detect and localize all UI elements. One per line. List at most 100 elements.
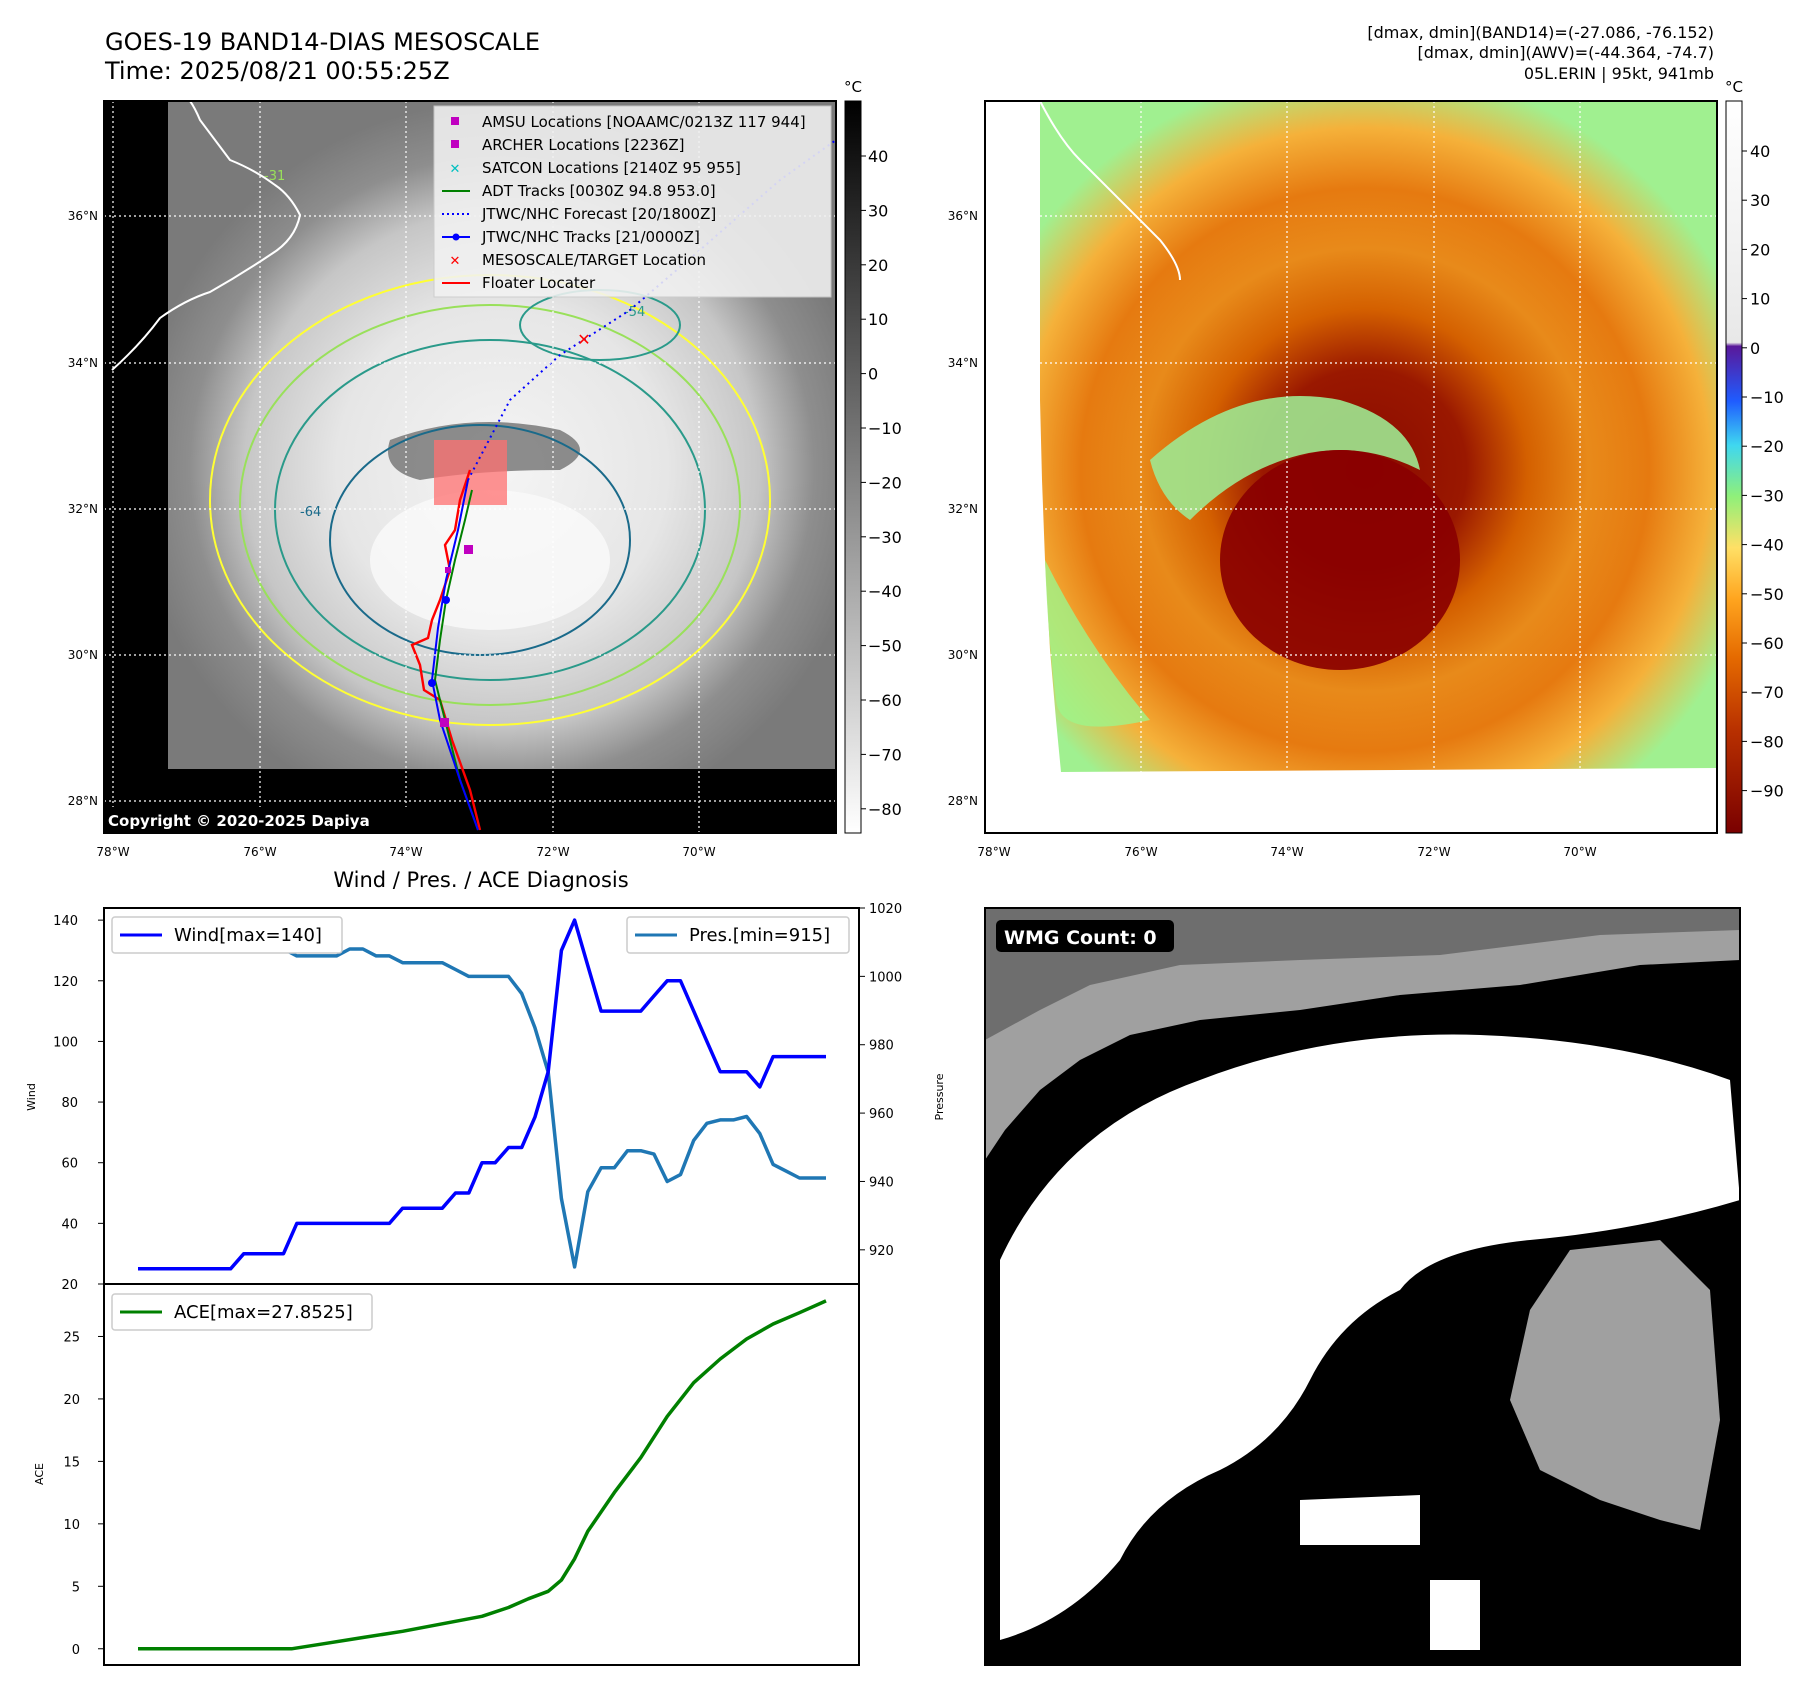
awv-lat-label: 32°N <box>948 502 978 516</box>
awv-lat-label: 36°N <box>948 209 978 223</box>
ace-tick-label: 15 <box>63 1455 80 1470</box>
ir-legend: AMSU Locations [NOAAMC/0213Z 117 944] ARC… <box>433 105 832 298</box>
pressure-tick-label: 1020 <box>869 902 902 917</box>
awv-lon-label: 74°W <box>1270 845 1303 859</box>
awv-colorbar-label: −90 <box>1750 782 1784 801</box>
legend-x-marker: ✕ <box>450 254 461 269</box>
wmg-label-box <box>996 920 1174 952</box>
ace-legend-label: ACE[max=27.8525] <box>174 1302 353 1323</box>
awv-lat-label: 34°N <box>948 356 978 370</box>
ir-lat-label: 36°N <box>68 209 98 223</box>
legend-entry: ARCHER Locations [2236Z] <box>451 136 685 154</box>
legend-square-marker <box>451 117 459 125</box>
legend-label: MESOSCALE/TARGET Location <box>482 251 706 269</box>
ir-colorbar-label: −30 <box>868 528 902 547</box>
legend-label: SATCON Locations [2140Z 95 955] <box>482 159 741 177</box>
awv-colorbar-unit: °C <box>1725 78 1743 96</box>
legend-square-marker <box>451 140 459 148</box>
ir-colorbar-label: 30 <box>868 201 888 220</box>
ir-lat-label: 34°N <box>68 356 98 370</box>
awv-colorbar-label: −50 <box>1750 585 1784 604</box>
legend-entry: ✕ MESOSCALE/TARGET Location <box>450 251 707 269</box>
awv-colorbar-label: −80 <box>1750 732 1784 751</box>
ir-lat-label: 28°N <box>68 794 98 808</box>
ir-lon-label: 70°W <box>682 845 715 859</box>
wind-tick-label: 40 <box>61 1217 78 1232</box>
wind-axis-label: Wind <box>25 1083 38 1111</box>
awv-colorbar-label: −30 <box>1750 486 1784 505</box>
amsu-marker <box>445 567 451 573</box>
awv-colorbar-label: −70 <box>1750 683 1784 702</box>
legend-entry: Floater Locater <box>442 274 596 292</box>
ace-tick-label: 0 <box>72 1643 80 1658</box>
legend-entry: ✕ SATCON Locations [2140Z 95 955] <box>450 159 741 177</box>
ace-tick-label: 25 <box>63 1330 80 1345</box>
diagnosis-title: Wind / Pres. / ACE Diagnosis <box>333 868 628 892</box>
awv-lon-label: 76°W <box>1124 845 1157 859</box>
legend-entry: AMSU Locations [NOAAMC/0213Z 117 944] <box>451 113 806 131</box>
ir-lon-label: 74°W <box>389 845 422 859</box>
awv-colorbar-label: 10 <box>1750 290 1770 309</box>
info-band14: [dmax, dmin](BAND14)=(-27.086, -76.152) <box>1367 23 1714 42</box>
legend-entry: ADT Tracks [0030Z 94.8 953.0] <box>442 182 716 200</box>
target-marker: ✕ <box>577 330 590 349</box>
ace-tick-label: 10 <box>63 1518 80 1533</box>
jtwc-track <box>430 479 479 831</box>
pressure-tick-label: 1000 <box>869 970 902 985</box>
legend-x-marker: ✕ <box>450 162 461 177</box>
pressure-axis-label: Pressure <box>933 1073 946 1120</box>
contour-31-inner <box>239 304 741 706</box>
awv-colorbar: °C 40 30 20 10 0 −10 −20 −30 −40 −50 −60 −70 −80 −90 <box>1725 78 1784 834</box>
wind-tick-label: 20 <box>61 1278 78 1293</box>
awv-outer-band <box>1045 560 1150 727</box>
ir-colorbar-label: −10 <box>868 419 902 438</box>
awv-colorbar-label: 0 <box>1750 339 1760 358</box>
info-awv: [dmax, dmin](AWV)=(-44.364, -74.7) <box>1417 43 1714 62</box>
wmg-top-gray <box>985 908 1740 1160</box>
awv-colorbar-label: 20 <box>1750 240 1770 259</box>
wind-pressure-frame <box>103 907 860 1285</box>
awv-coastline <box>1039 100 1181 281</box>
wind-tick-label: 120 <box>53 975 78 990</box>
legend-label: ADT Tracks [0030Z 94.8 953.0] <box>482 182 716 200</box>
contour-label-54: -54 <box>624 305 645 320</box>
ir-colorbar-label: 20 <box>868 256 888 275</box>
ir-colorbar-label: −20 <box>868 473 902 492</box>
ir-colorbar-unit: °C <box>844 78 862 96</box>
legend-entry: JTWC/NHC Tracks [21/0000Z] <box>442 228 700 246</box>
awv-colorbar-label: 40 <box>1750 142 1770 161</box>
wind-tick-label: 140 <box>53 914 78 929</box>
legend-label: JTWC/NHC Forecast [20/1800Z] <box>481 205 716 223</box>
awv-core <box>1220 450 1460 670</box>
awv-colorbar-label: −10 <box>1750 388 1784 407</box>
archer-marker <box>464 545 473 554</box>
pressure-legend-label: Pres.[min=915] <box>689 925 830 946</box>
awv-lon-label: 78°W <box>977 845 1010 859</box>
awv-colorbar-label: 30 <box>1750 191 1770 210</box>
awv-colorbar-label: −20 <box>1750 437 1784 456</box>
ir-colorbar-label: −50 <box>868 637 902 656</box>
pressure-tick-label: 980 <box>869 1039 894 1054</box>
ir-eye-region <box>370 490 610 630</box>
wmg-bottom-white <box>1300 1495 1480 1650</box>
wind-legend: Wind[max=140] <box>111 916 343 954</box>
ir-lon-label: 78°W <box>96 845 129 859</box>
figure-title: GOES-19 BAND14-DIAS MESOSCALE <box>105 28 540 56</box>
wmg-frame <box>984 907 1741 1666</box>
pressure-tick-label: 940 <box>869 1175 894 1190</box>
archer-marker <box>440 718 449 727</box>
ace-axis-label: ACE <box>33 1463 46 1485</box>
ir-lat-label: 32°N <box>68 502 98 516</box>
contour-54 <box>274 339 706 681</box>
ir-coastline <box>111 100 302 371</box>
awv-lat-label: 30°N <box>948 648 978 662</box>
wind-series-line <box>138 918 826 1271</box>
ir-colorbar-label: −40 <box>868 582 902 601</box>
ir-colorbar-label: 10 <box>868 310 888 329</box>
awv-colorbar-label: −40 <box>1750 536 1784 555</box>
awv-moist-band <box>1150 396 1420 520</box>
ir-lon-label: 72°W <box>536 845 569 859</box>
contour-label-31: -31 <box>264 169 285 184</box>
copyright-box <box>104 807 414 833</box>
ace-legend: ACE[max=27.8525] <box>111 1293 373 1331</box>
